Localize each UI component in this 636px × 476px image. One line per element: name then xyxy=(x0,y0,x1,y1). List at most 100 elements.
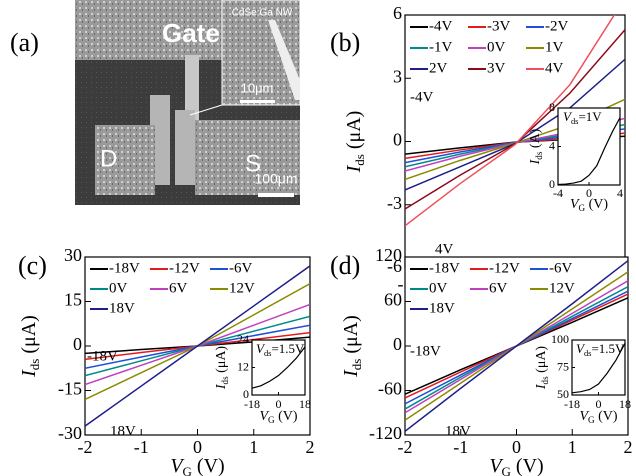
y-axis-label-sub: ds xyxy=(534,151,544,160)
legend-label: -12V xyxy=(489,260,520,276)
y-tick-label: 100 xyxy=(551,332,569,346)
x-axis-label-sub: G xyxy=(268,415,275,425)
y-axis-label-rest: (A) xyxy=(528,128,543,151)
y-axis-label-sub: ds xyxy=(540,376,550,385)
legend-label: -12V xyxy=(169,260,200,276)
y-axis-label-main: I xyxy=(343,164,365,173)
inset-note: Vds=1.5V xyxy=(256,341,305,358)
legend-label: -1V xyxy=(429,39,452,55)
panel-label: (a) xyxy=(10,28,39,57)
y-axis-label-rest: (μA) xyxy=(214,346,229,377)
x-axis-label-sub: G xyxy=(502,464,511,476)
y-axis-label-sub: ds xyxy=(27,359,42,371)
y-tick-label: 12 xyxy=(237,359,249,373)
inset-note-sub: ds xyxy=(264,348,272,358)
x-axis-label-main: V xyxy=(259,409,269,424)
x-axis-label: VG (V) xyxy=(570,197,608,213)
x-tick-label: 0 xyxy=(512,437,521,457)
y-axis-label-rest: (μA) xyxy=(18,315,40,359)
x-axis-label-rest: (V) xyxy=(595,409,618,424)
inset-note-sub: ds xyxy=(571,116,579,126)
legend-label: -6V xyxy=(549,260,572,276)
inset-note-sub: ds xyxy=(584,348,592,358)
legend-label: 3V xyxy=(487,60,506,76)
gate-label: Gate xyxy=(162,18,220,48)
legend-label: 0V xyxy=(109,280,128,296)
wire-label: CdSe:Ga NW xyxy=(232,8,293,19)
x-tick-label: -18 xyxy=(564,397,580,411)
series-line xyxy=(252,346,305,389)
y-axis-label: Ids (μA) xyxy=(340,315,364,378)
x-axis-label-rest: (V) xyxy=(511,455,544,476)
y-tick-label: -6 xyxy=(387,256,402,276)
series-line xyxy=(558,117,620,185)
x-axis-label-main: V xyxy=(570,197,580,212)
y-axis-label-rest: (μA) xyxy=(343,111,365,155)
x-axis-label: VG (V) xyxy=(170,455,224,476)
y-tick-label: -60 xyxy=(378,379,402,399)
y-tick-label: 6 xyxy=(393,3,402,23)
x-tick-label: 4 xyxy=(617,186,623,200)
y-axis-label: Ids (μA) xyxy=(534,346,550,391)
x-tick-label: 0 xyxy=(276,397,282,411)
x-axis-label-main: V xyxy=(489,455,504,476)
legend-label: 0V xyxy=(429,280,448,296)
y-tick-label: 3 xyxy=(393,66,402,86)
y-tick-label: 0 xyxy=(73,334,82,354)
x-tick-label: 1 xyxy=(568,437,577,457)
y-tick-label: 50 xyxy=(557,387,569,401)
x-axis-label: VG (V) xyxy=(579,409,617,425)
series-line xyxy=(85,265,310,427)
inset-note: Vds=1.5V xyxy=(576,341,625,358)
y-axis-label-rest: (μA) xyxy=(534,346,549,377)
annotation: -18V xyxy=(87,348,118,364)
y-tick-label: 75 xyxy=(557,359,569,373)
y-axis-label: Ids (A) xyxy=(528,128,544,165)
scale-label: 10μm xyxy=(241,80,274,95)
legend-label: 4V xyxy=(545,60,564,76)
legend-label: 18V xyxy=(429,300,455,316)
inset-note-main: V xyxy=(576,341,586,356)
y-axis-label-main: I xyxy=(18,369,40,378)
x-axis-label-main: V xyxy=(170,455,185,476)
legend-label: 2V xyxy=(429,60,448,76)
x-tick-label: 0 xyxy=(596,397,602,411)
x-tick-label: -18 xyxy=(244,397,260,411)
legend-label: -18V xyxy=(429,260,460,276)
y-tick-label: -15 xyxy=(58,379,82,399)
y-tick-label: 0 xyxy=(243,387,249,401)
y-tick-label: -120 xyxy=(369,423,402,443)
plot-frame xyxy=(571,339,626,396)
inset-note: Vds=1V xyxy=(563,109,602,126)
y-tick-label: 8 xyxy=(549,100,555,114)
x-axis-label-rest: (V) xyxy=(192,455,225,476)
x-axis-label-sub: G xyxy=(588,415,595,425)
y-tick-label: -3 xyxy=(387,193,402,213)
y-tick-label: 0 xyxy=(393,130,402,150)
inset-note-rest: =1.5V xyxy=(271,341,305,356)
x-tick-label: -4 xyxy=(553,186,563,200)
y-axis-label-rest: (μA) xyxy=(340,315,362,359)
annotation: -4V xyxy=(410,89,433,105)
legend-label: 0V xyxy=(487,39,506,55)
x-tick-label: 18 xyxy=(299,397,311,411)
x-axis-label: VG (V) xyxy=(489,455,543,476)
legend-label: 1V xyxy=(545,39,564,55)
y-tick-label: 0 xyxy=(549,177,555,191)
x-axis-label: VG (V) xyxy=(259,409,297,425)
x-tick-label: -2 xyxy=(398,437,413,457)
y-tick-label: 15 xyxy=(64,290,82,310)
annotation: 18V xyxy=(445,423,471,439)
legend-label: -4V xyxy=(429,18,452,34)
x-tick-label: 2 xyxy=(624,437,633,457)
x-tick-label: 0 xyxy=(586,186,592,200)
panel-label: (d) xyxy=(330,251,360,280)
panel-label: (b) xyxy=(330,28,360,57)
y-axis-label-sub: ds xyxy=(352,154,367,166)
y-axis-label-main: I xyxy=(214,383,229,390)
annotation: 18V xyxy=(110,423,136,439)
inset-note-main: V xyxy=(256,341,266,356)
annotation: -18V xyxy=(410,343,441,359)
legend-label: 12V xyxy=(549,280,575,296)
